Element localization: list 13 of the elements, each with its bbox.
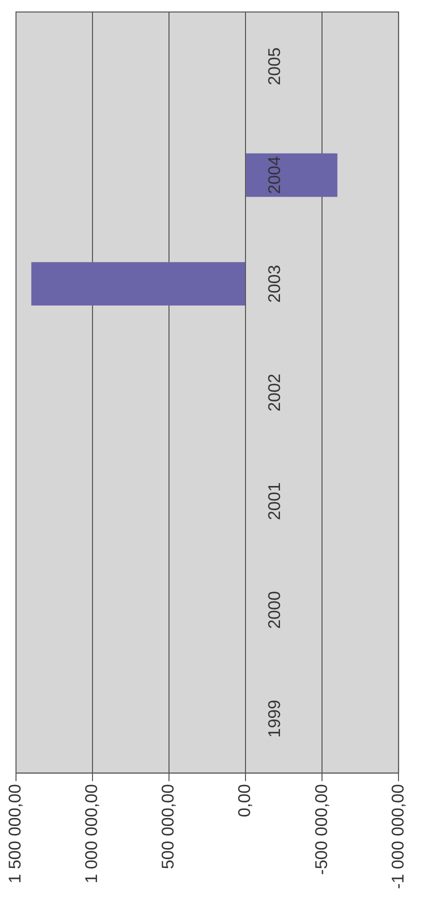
x-tick-label: 500 000,00 bbox=[158, 784, 178, 870]
x-tick-label: -1 000 000,00 bbox=[388, 784, 408, 889]
x-tick-label: -500 000,00 bbox=[312, 784, 331, 875]
x-tick-label: 1 000 000,00 bbox=[82, 784, 102, 884]
y-tick-label: 2004 bbox=[265, 156, 284, 194]
x-tick-label: 0,00 bbox=[235, 784, 254, 818]
y-tick-label: 2000 bbox=[265, 591, 284, 629]
y-tick-label: 2005 bbox=[265, 47, 284, 86]
y-tick-label: 2002 bbox=[265, 374, 284, 412]
y-tick-label: 2003 bbox=[265, 264, 284, 303]
x-tick-label: 1 500 000,00 bbox=[6, 784, 25, 884]
y-tick-label: 1999 bbox=[265, 700, 284, 738]
y-tick-label: 2001 bbox=[265, 482, 284, 520]
